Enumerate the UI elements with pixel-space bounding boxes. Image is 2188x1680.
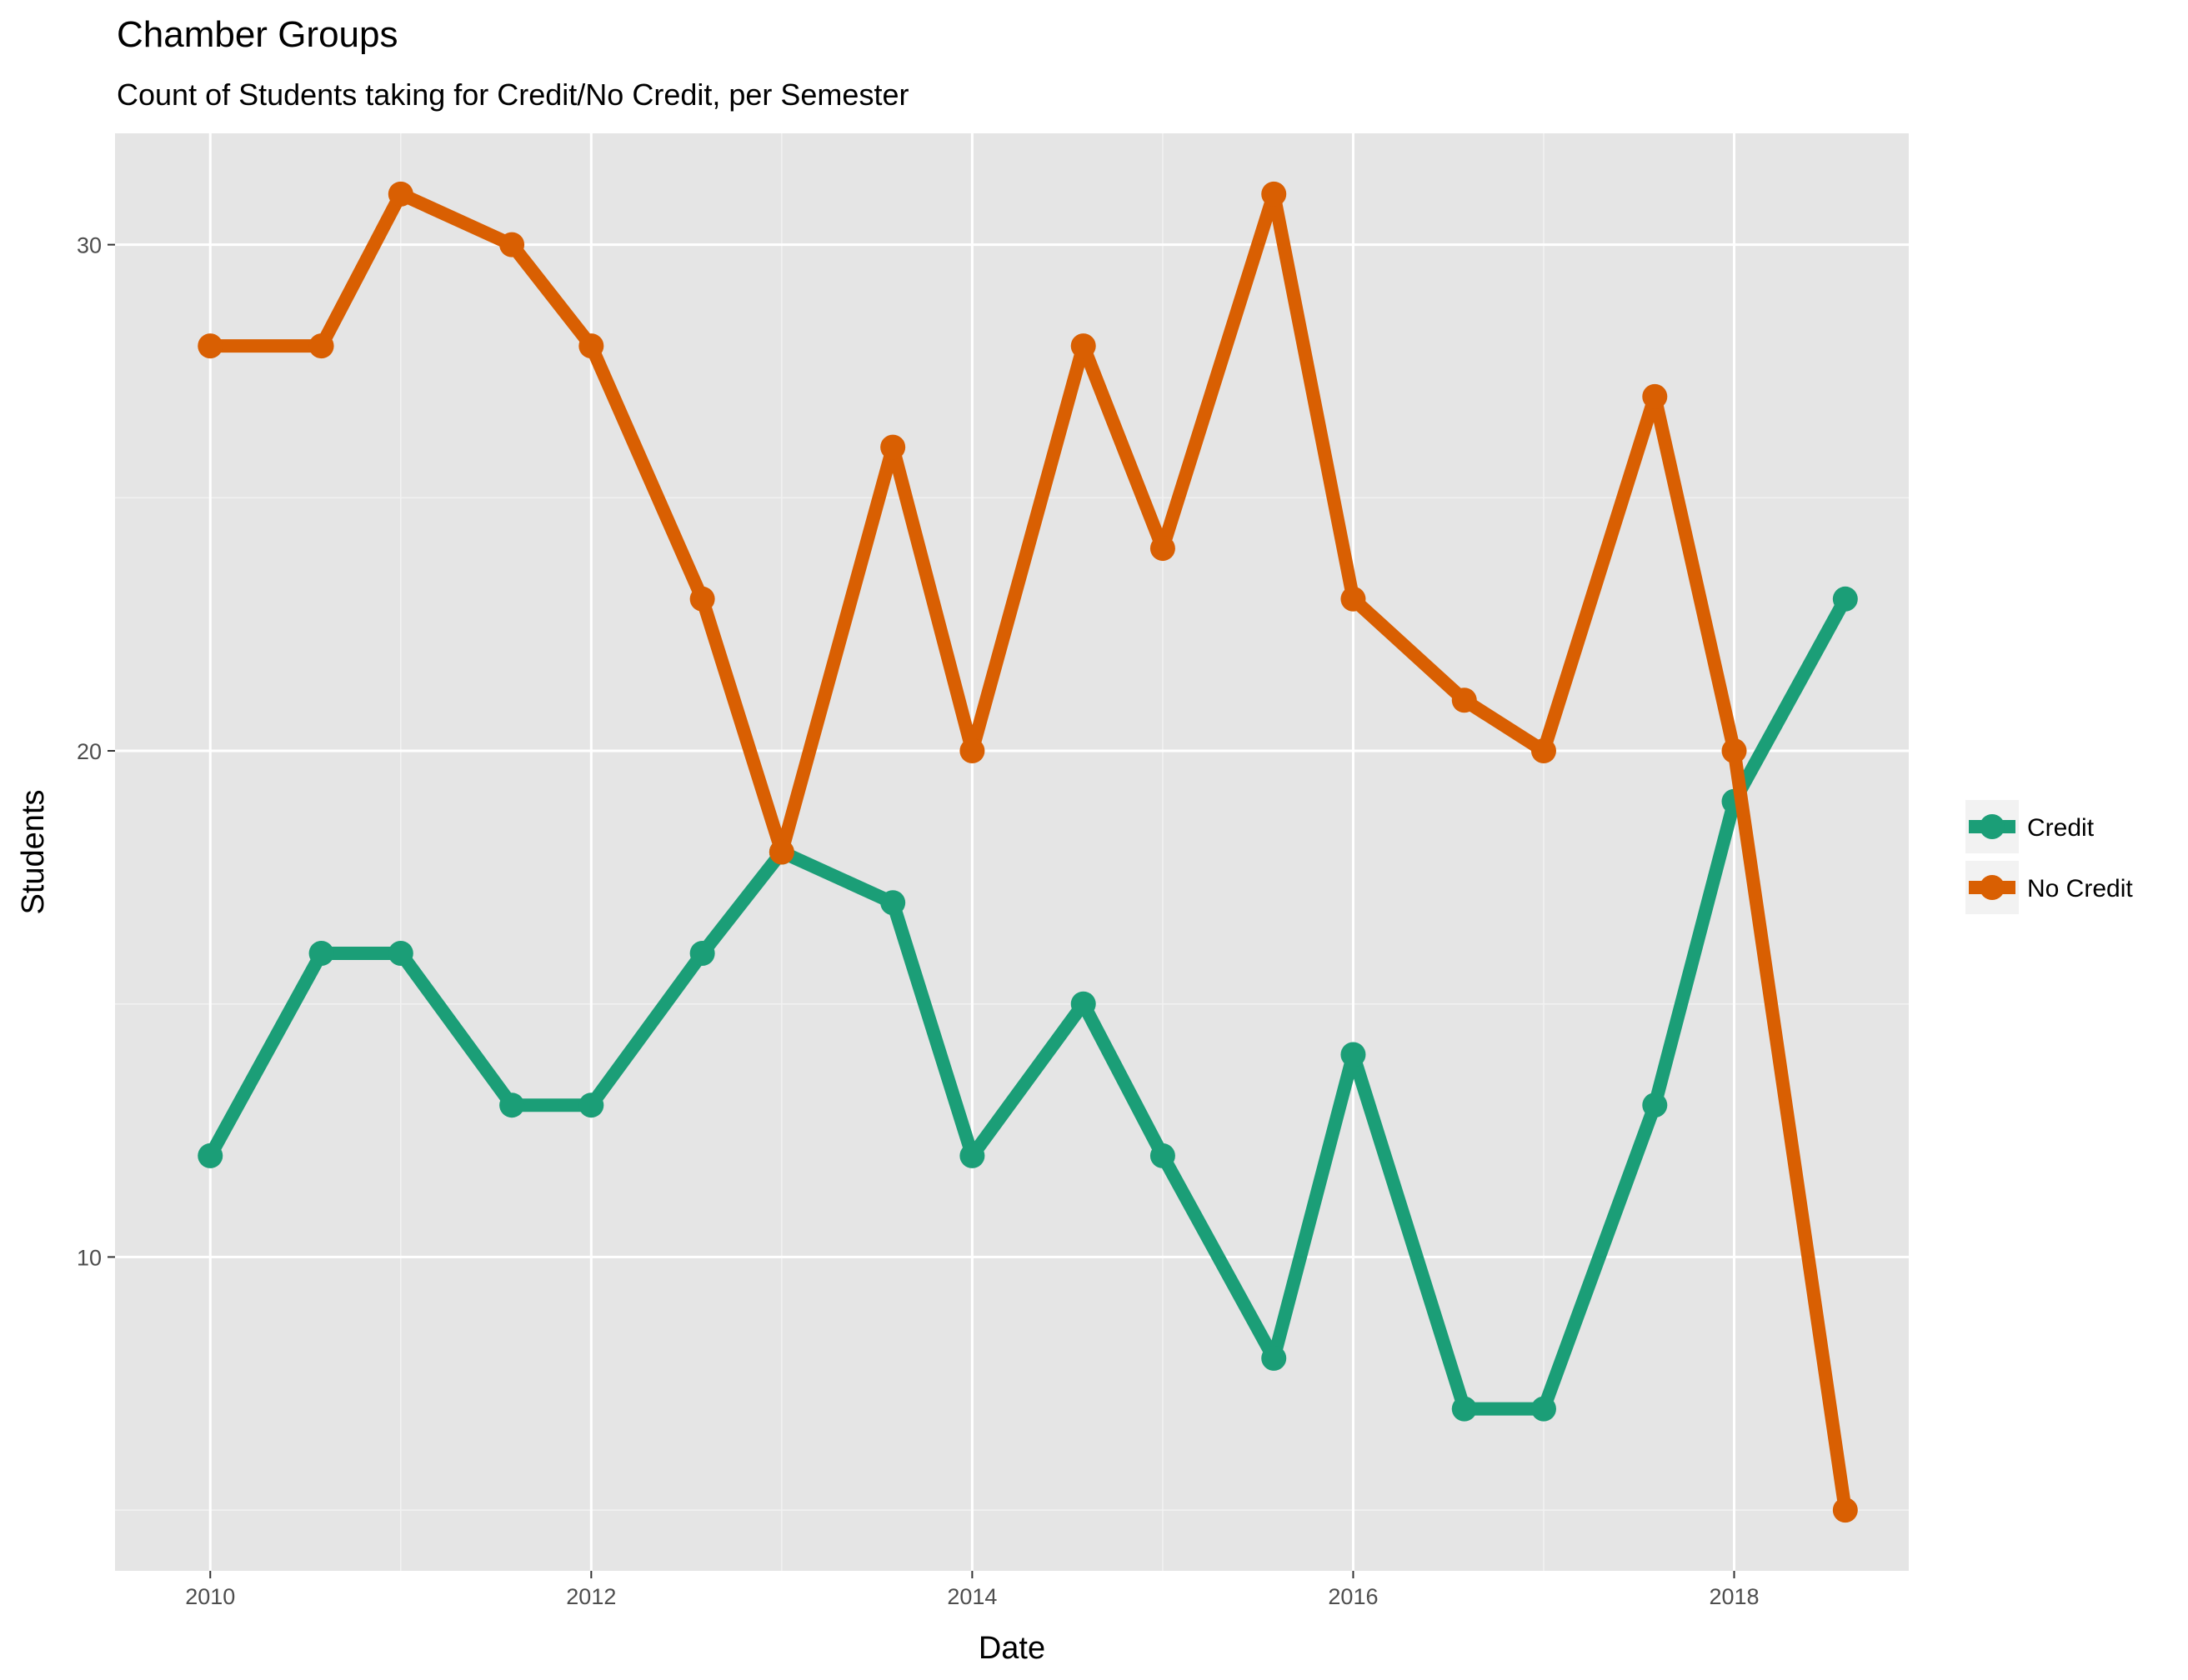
legend: Credit No Credit — [1965, 800, 2133, 914]
data-point-credit — [308, 940, 334, 966]
data-point-credit — [1340, 1042, 1366, 1068]
x-tick-label: 2010 — [185, 1584, 235, 1609]
data-point-credit — [1261, 1345, 1287, 1371]
data-point-no-credit — [1451, 688, 1477, 713]
x-tick-label: 2018 — [1709, 1584, 1759, 1609]
y-tick-label: 30 — [77, 233, 102, 258]
y-tick-label: 10 — [77, 1245, 102, 1270]
data-point-credit — [1530, 1396, 1556, 1422]
data-point-no-credit — [1721, 738, 1747, 764]
data-point-no-credit — [880, 434, 906, 460]
x-tick-label: 2014 — [947, 1584, 997, 1609]
major-gridlines — [115, 133, 1909, 1571]
y-tick-label: 20 — [77, 739, 102, 764]
data-point-no-credit — [1070, 333, 1096, 359]
data-point-no-credit — [1149, 536, 1175, 562]
data-point-credit — [499, 1092, 525, 1118]
series-line-credit — [203, 592, 1852, 1416]
data-point-credit — [198, 1142, 223, 1168]
series-layer — [198, 181, 1858, 1523]
data-point-credit — [1070, 991, 1096, 1017]
data-point-no-credit — [959, 738, 985, 764]
data-point-no-credit — [1261, 181, 1287, 207]
legend-item-no-credit: No Credit — [1965, 861, 2133, 914]
data-point-no-credit — [689, 586, 715, 612]
data-point-credit — [689, 940, 715, 966]
axes: 2010 2012 2014 2016 2018 10 20 30 — [77, 233, 1760, 1609]
data-point-credit — [1832, 586, 1858, 612]
series-line-no-credit — [203, 187, 1852, 1518]
plot-panel — [115, 133, 1909, 1571]
data-point-credit — [880, 890, 906, 916]
data-point-no-credit — [198, 333, 223, 359]
legend-label: No Credit — [2027, 875, 2133, 902]
y-axis-title: Students — [16, 790, 51, 915]
series-credit — [198, 586, 1858, 1422]
data-point-no-credit — [769, 839, 794, 865]
data-point-no-credit — [308, 333, 334, 359]
legend-key-point — [1980, 814, 2005, 839]
chart-title: Chamber Groups — [117, 14, 398, 55]
data-point-credit — [578, 1092, 604, 1118]
series-no-credit — [198, 181, 1858, 1523]
x-tick-label: 2012 — [566, 1584, 616, 1609]
data-point-no-credit — [578, 333, 604, 359]
data-point-no-credit — [388, 181, 413, 207]
x-tick-label: 2016 — [1328, 1584, 1378, 1609]
minor-gridlines — [115, 133, 1909, 1571]
x-axis-title: Date — [979, 1631, 1045, 1666]
data-point-no-credit — [1530, 738, 1556, 764]
data-point-credit — [959, 1142, 985, 1168]
data-point-credit — [1149, 1142, 1175, 1168]
chart-subtitle: Count of Students taking for Credit/No C… — [117, 78, 909, 112]
legend-label: Credit — [2027, 814, 2095, 842]
legend-item-credit: Credit — [1965, 800, 2095, 853]
data-point-no-credit — [1832, 1498, 1858, 1523]
data-point-no-credit — [1642, 383, 1668, 409]
data-point-credit — [1642, 1092, 1668, 1118]
data-point-no-credit — [499, 232, 525, 258]
legend-key-point — [1980, 875, 2005, 900]
data-point-credit — [1451, 1396, 1477, 1422]
data-point-credit — [388, 940, 413, 966]
data-point-no-credit — [1340, 586, 1366, 612]
